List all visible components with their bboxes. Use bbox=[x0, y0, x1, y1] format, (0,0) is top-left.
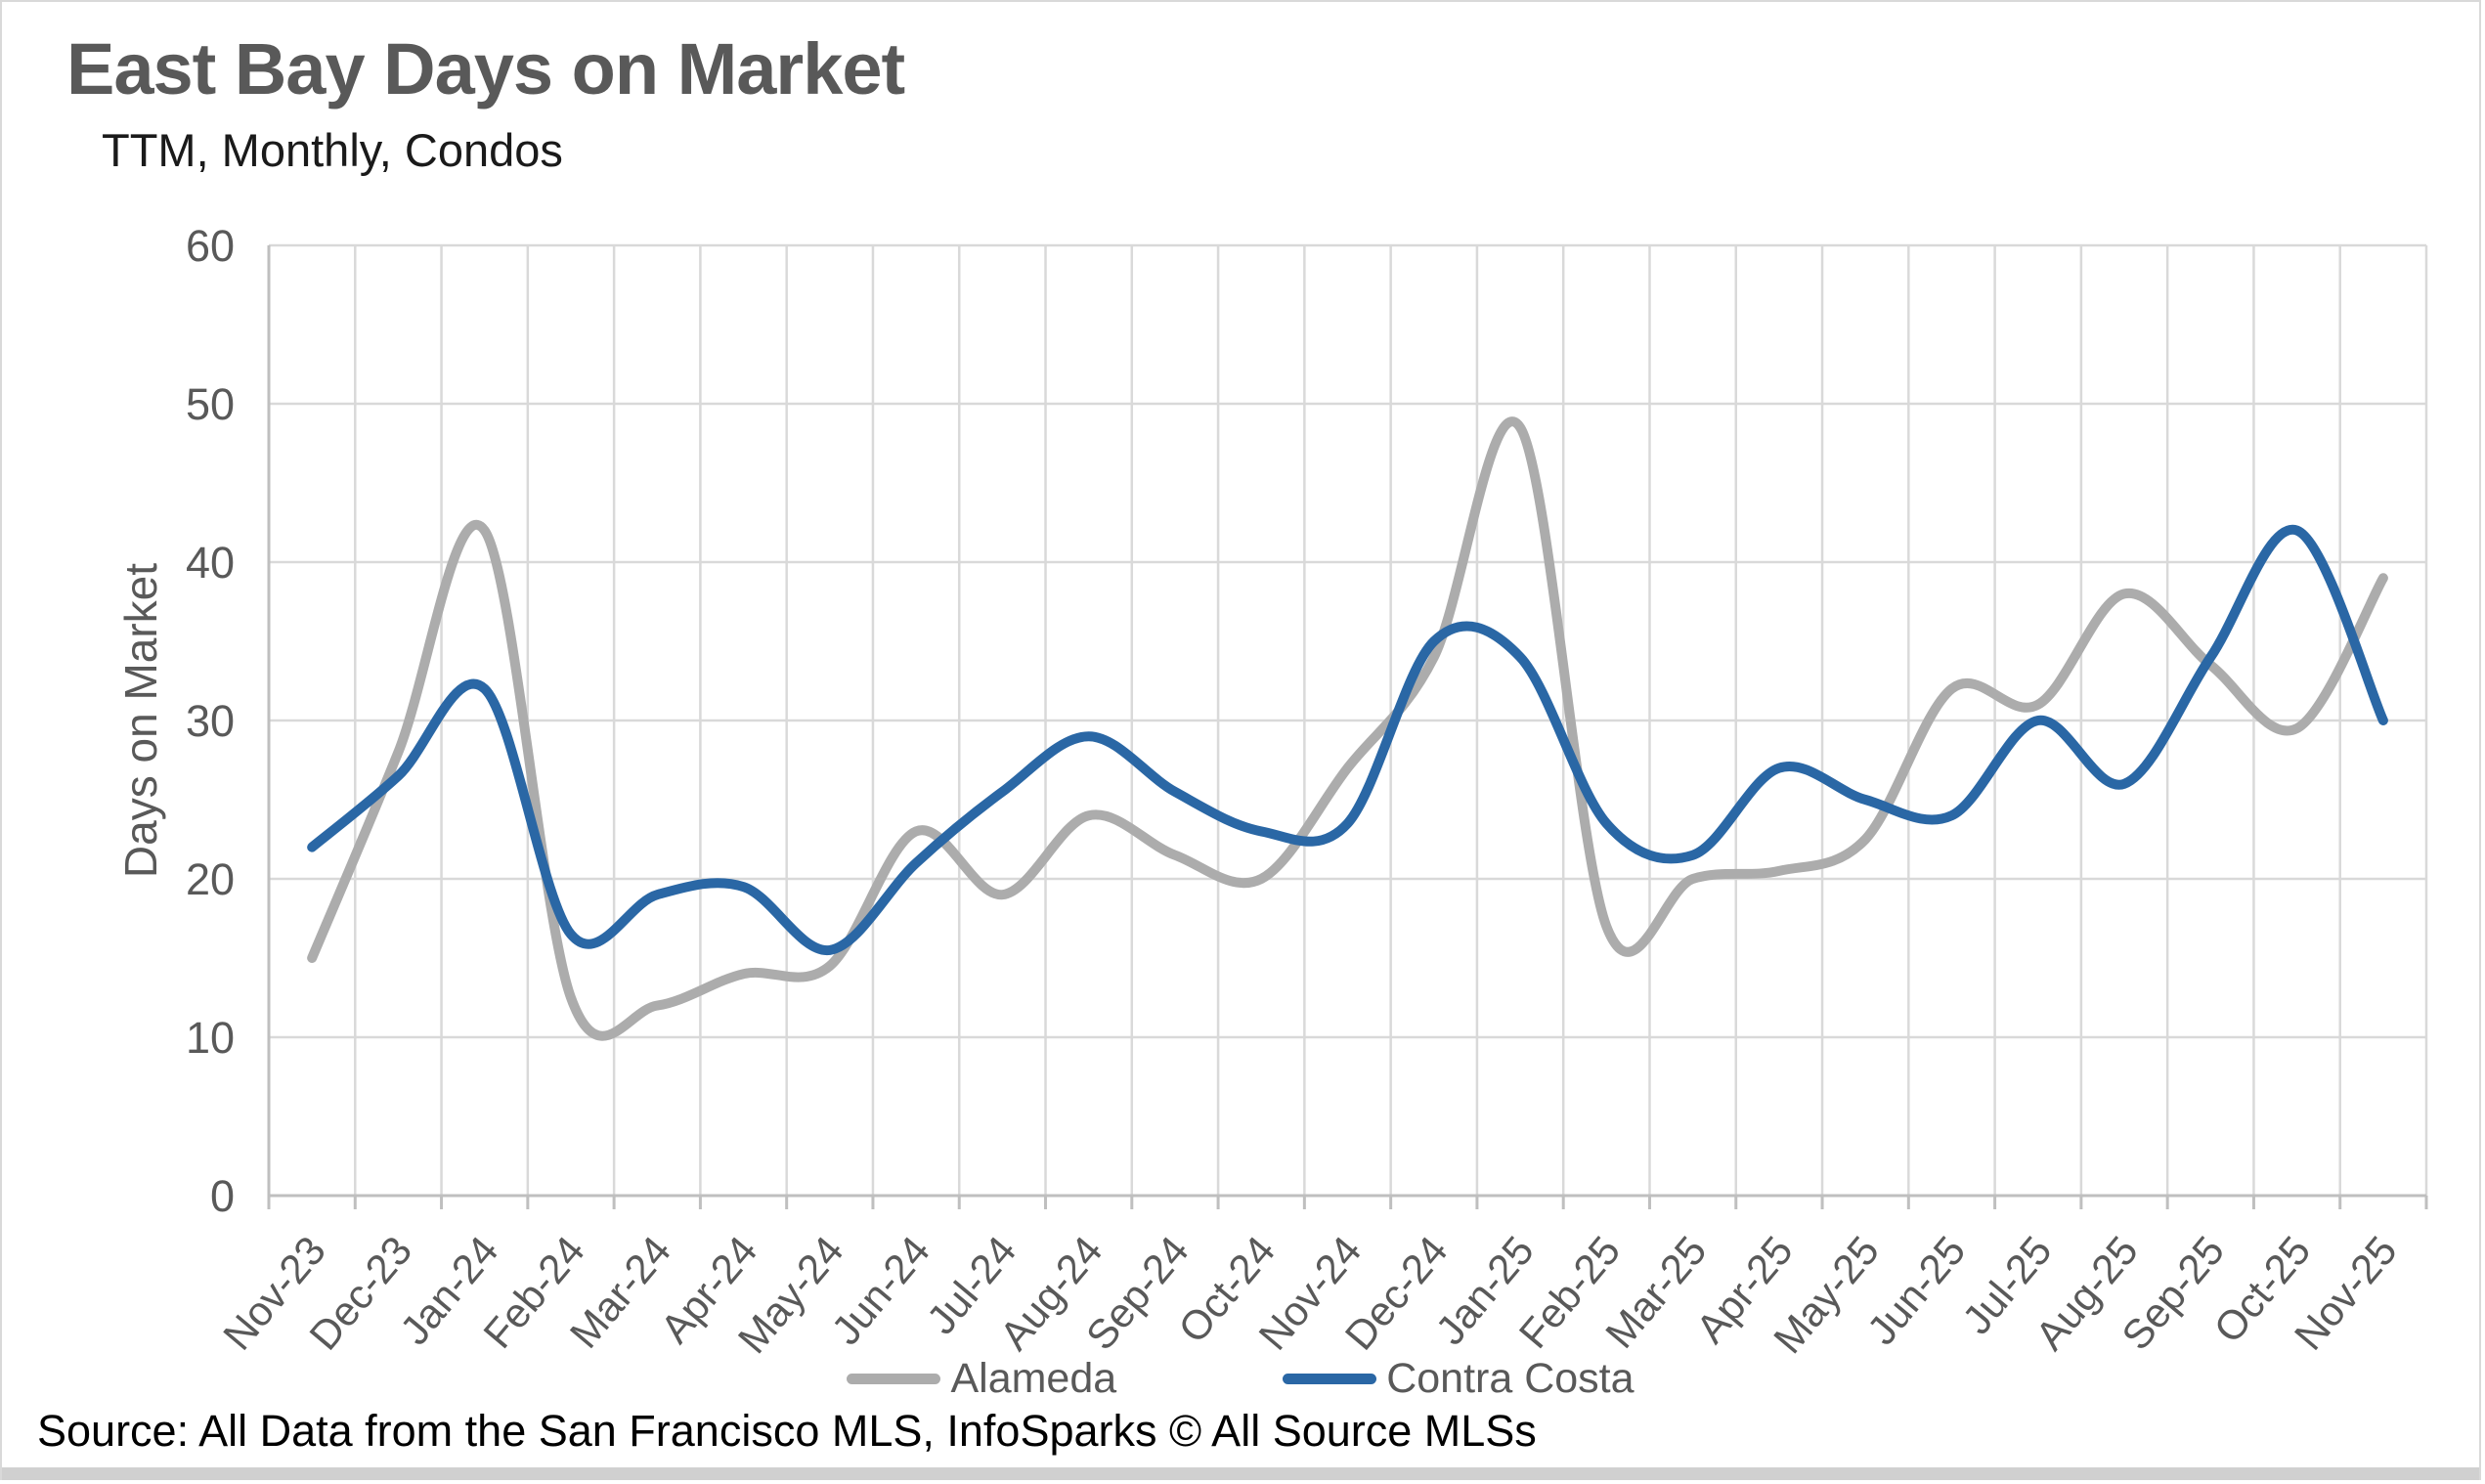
axes bbox=[267, 245, 2428, 1209]
svg-text:10: 10 bbox=[186, 1013, 235, 1063]
y-axis-title: Days on Market bbox=[115, 563, 166, 878]
svg-text:50: 50 bbox=[186, 379, 235, 429]
y-axis-tick-labels: 0 10 20 30 40 50 60 bbox=[186, 221, 235, 1221]
svg-text:40: 40 bbox=[186, 538, 235, 588]
chart-title: East Bay Days on Market bbox=[66, 28, 905, 109]
svg-text:30: 30 bbox=[186, 696, 235, 746]
svg-text:60: 60 bbox=[186, 221, 235, 271]
window-bottom-bar bbox=[2, 1467, 2479, 1480]
alameda-line-swatch bbox=[847, 1374, 941, 1384]
gridlines bbox=[269, 243, 2428, 1196]
svg-text:Jun-25: Jun-25 bbox=[1858, 1228, 1975, 1354]
legend-label-contra-costa: Contra Costa bbox=[1386, 1355, 1635, 1402]
legend-item-alameda: Alameda bbox=[847, 1355, 1116, 1403]
chart-legend: Alameda Contra Costa bbox=[2, 1355, 2479, 1403]
x-axis-tick-labels: Nov-23Dec-23Jan-24Feb-24Mar-24Apr-24May-… bbox=[214, 1228, 2406, 1363]
alameda-series-line bbox=[307, 416, 2388, 1041]
chart-subtitle: TTM, Monthly, Condos bbox=[102, 124, 563, 176]
svg-text:Jun-24: Jun-24 bbox=[822, 1228, 938, 1354]
svg-text:20: 20 bbox=[186, 854, 235, 904]
contra-costa-series-line bbox=[307, 524, 2388, 955]
legend-item-contra-costa: Contra Costa bbox=[1283, 1355, 1635, 1403]
contra-costa-line-swatch bbox=[1283, 1374, 1377, 1384]
source-note: Source: All Data from the San Francisco … bbox=[37, 1406, 1537, 1456]
svg-text:0: 0 bbox=[210, 1171, 235, 1221]
legend-label-alameda: Alameda bbox=[950, 1355, 1117, 1402]
